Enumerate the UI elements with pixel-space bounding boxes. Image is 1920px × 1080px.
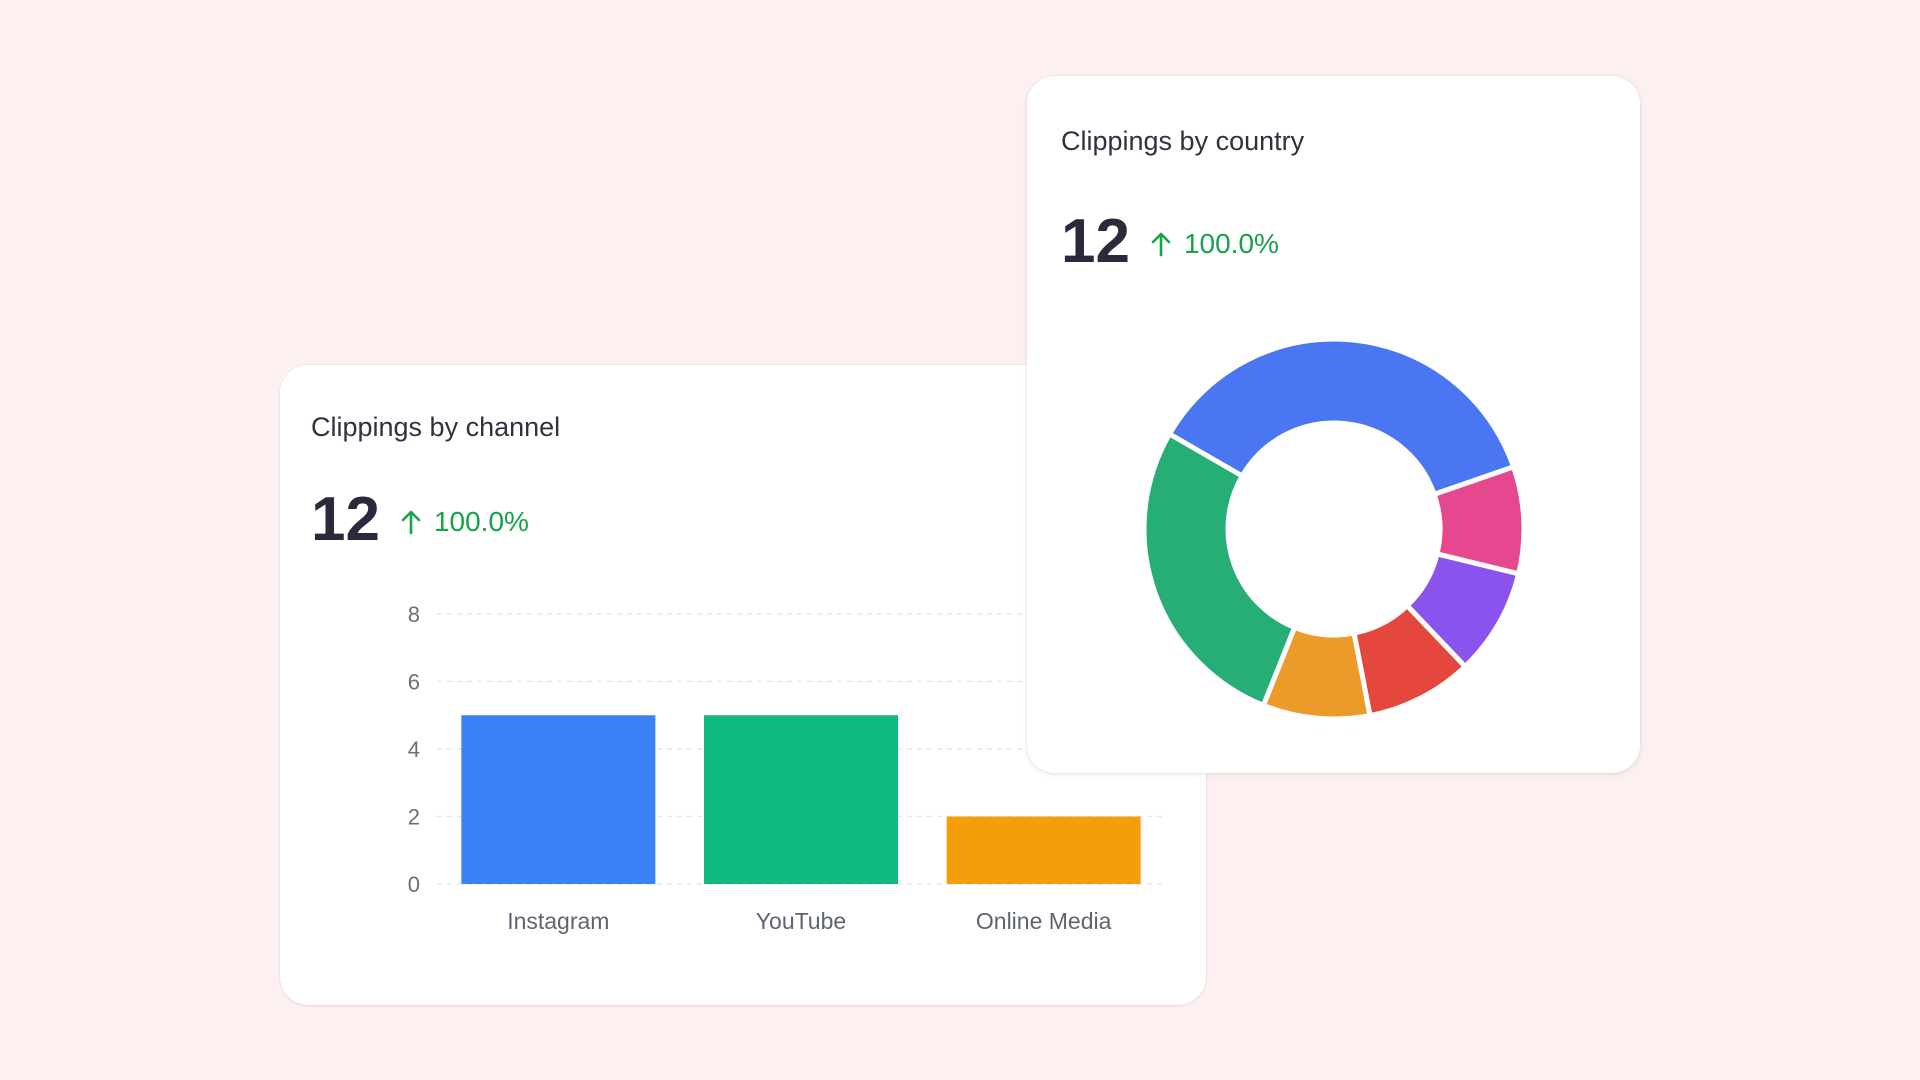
y-tick-label-6: 6: [408, 670, 420, 695]
bar-instagram: [461, 715, 656, 884]
channel-card-title: Clippings by channel: [311, 412, 561, 442]
donut-slice-6: [1141, 430, 1298, 709]
y-tick-label-0: 0: [408, 872, 420, 897]
channel-metric-value: 12: [311, 485, 380, 554]
bar-online-media: [946, 816, 1141, 884]
bar-chart: 0 2 4 6 8 Instagram YouTube Online Media: [408, 602, 1165, 934]
country-card: Clippings by country 12 100.0%: [1027, 76, 1640, 773]
channel-metric-change-text: 100.0%: [433, 506, 529, 537]
channel-metric: 12 100.0%: [311, 489, 529, 551]
bar-youtube: [704, 715, 898, 884]
y-tick-label-8: 8: [408, 602, 420, 627]
country-metric: 12 100.0%: [1061, 211, 1279, 273]
donut-chart: [1141, 336, 1527, 722]
x-category-label-online-media: Online Media: [976, 908, 1112, 934]
y-tick-label-4: 4: [408, 737, 420, 762]
x-category-label-youtube: YouTube: [756, 908, 846, 934]
channel-metric-change: 100.0%: [400, 506, 529, 538]
country-metric-change-text: 100.0%: [1183, 228, 1279, 259]
country-metric-value: 12: [1061, 207, 1130, 276]
country-metric-change: 100.0%: [1150, 228, 1279, 260]
donut-slice-1: [1166, 336, 1517, 498]
arrow-up-icon: [1151, 232, 1171, 257]
arrow-up-icon: [401, 510, 421, 535]
x-category-label-instagram: Instagram: [507, 908, 609, 934]
y-tick-label-2: 2: [408, 805, 420, 830]
country-card-title: Clippings by country: [1061, 126, 1305, 156]
